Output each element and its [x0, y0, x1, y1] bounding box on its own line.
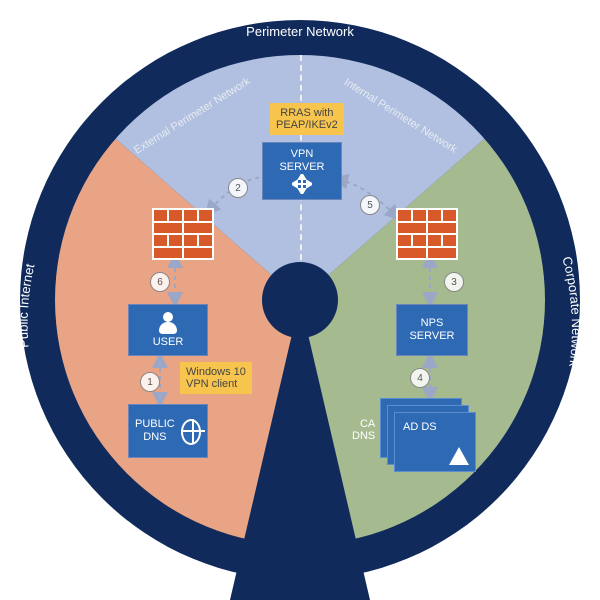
- move-icon: [292, 174, 312, 194]
- node-publicdns-label: PUBLIC DNS: [135, 418, 175, 443]
- node-user-label: USER: [153, 336, 184, 349]
- diagram-stage: Perimeter Network Public Internet Corpor…: [0, 0, 600, 600]
- node-vpn-label: VPN SERVER: [279, 148, 324, 173]
- node-vpn-server: VPN SERVER: [262, 142, 342, 200]
- ca-dns-label: CA DNS: [352, 418, 375, 442]
- triangle-icon: [449, 447, 469, 465]
- firewall-right: [396, 208, 458, 260]
- step-1: 1: [140, 372, 160, 392]
- step-4: 4: [410, 368, 430, 388]
- node-nps-server: NPS SERVER: [396, 304, 468, 356]
- callout-rras: RRAS with PEAP/IKEv2: [270, 103, 344, 135]
- node-user: USER: [128, 304, 208, 356]
- node-adds-label: AD DS: [403, 421, 437, 433]
- firewall-left: [152, 208, 214, 260]
- callout-vpnclient: Windows 10 VPN client: [180, 362, 252, 394]
- user-icon: [157, 312, 179, 334]
- step-2: 2: [228, 178, 248, 198]
- step-6: 6: [150, 272, 170, 292]
- node-public-dns: PUBLIC DNS: [128, 404, 208, 458]
- node-ad-ds-stack: AD DS: [380, 398, 472, 468]
- step-5: 5: [360, 195, 380, 215]
- node-nps-label: NPS SERVER: [409, 317, 454, 342]
- step-3: 3: [444, 272, 464, 292]
- ring-label-top: Perimeter Network: [246, 24, 354, 39]
- globe-icon: [181, 419, 201, 445]
